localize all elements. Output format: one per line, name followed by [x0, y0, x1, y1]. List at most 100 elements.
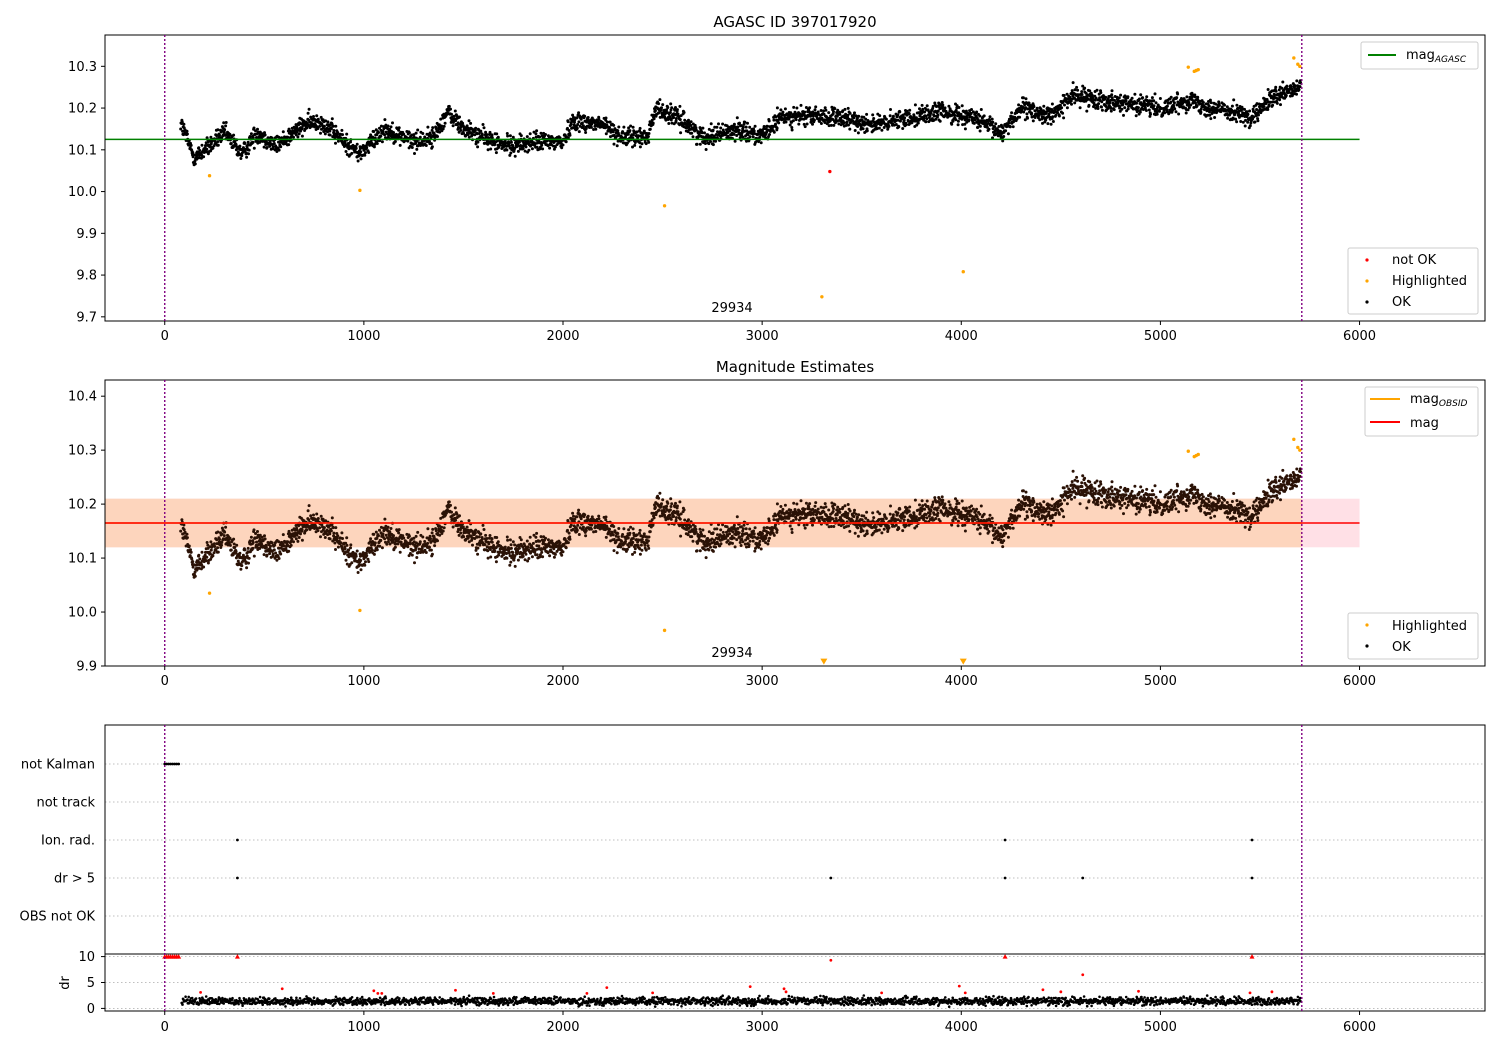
ok-point [816, 110, 820, 114]
ok-point [519, 134, 523, 138]
ok-point [631, 540, 635, 544]
ok-point [1139, 93, 1143, 97]
ok-point [488, 130, 492, 134]
highlighted-point [1186, 65, 1190, 69]
ok-point [471, 543, 474, 547]
ok-point [397, 528, 401, 532]
ok-point [393, 545, 397, 549]
ok-point [220, 543, 223, 547]
ok-point [493, 549, 497, 553]
ok-point [792, 105, 796, 109]
ok-point [367, 151, 371, 154]
ok-point [381, 129, 385, 133]
ok-point [234, 143, 238, 147]
ok-point [297, 132, 301, 136]
ok-point [553, 552, 557, 556]
ok-point [505, 556, 509, 560]
ok-point [255, 136, 258, 139]
ok-point [581, 124, 585, 128]
ok-point [359, 559, 363, 562]
ok-point [1295, 79, 1299, 83]
ok-point [222, 121, 226, 125]
ok-point [1279, 103, 1282, 107]
ok-point [442, 526, 446, 530]
ok-point [576, 123, 580, 126]
ok-point [316, 127, 320, 130]
ok-point [1031, 119, 1035, 123]
ok-point [631, 536, 635, 540]
ok-point [622, 125, 626, 129]
ok-point [843, 107, 847, 111]
ok-point [180, 120, 184, 124]
ok-point [804, 106, 808, 109]
ok-point [678, 104, 682, 108]
ok-point [294, 133, 298, 137]
ok-point [1119, 93, 1123, 97]
ok-point [316, 529, 320, 533]
ok-point [275, 150, 279, 153]
ok-point [1275, 101, 1279, 105]
ok-point [838, 110, 842, 114]
ok-point [222, 534, 226, 538]
ok-point [527, 148, 531, 152]
ok-point [229, 548, 233, 552]
ok-point [608, 126, 611, 129]
ok-point [1095, 88, 1099, 92]
ok-point [482, 126, 486, 130]
ok-point [433, 544, 437, 548]
ok-point [364, 560, 367, 564]
ok-point [1273, 93, 1276, 97]
ok-point [1124, 99, 1128, 103]
ok-point [430, 552, 434, 556]
ok-point [274, 551, 278, 555]
ok-point [426, 527, 430, 531]
ok-point [246, 546, 250, 550]
ok-point [728, 129, 732, 133]
ok-point [1056, 111, 1059, 115]
ok-point [612, 123, 616, 127]
ok-point [410, 553, 414, 557]
ok-point [748, 125, 752, 129]
ok-point [539, 535, 543, 539]
ok-point [1032, 105, 1036, 109]
ok-point [616, 129, 620, 133]
ok-point [372, 532, 376, 536]
ok-point [1201, 101, 1205, 104]
ok-point [880, 128, 884, 132]
legend-mag-agasc-sub: AGASC [1434, 55, 1467, 65]
ok-point [484, 130, 488, 134]
ok-point [698, 142, 702, 146]
ok-point [666, 106, 670, 109]
ok-point [197, 146, 201, 150]
ok-point [1071, 81, 1075, 85]
ok-point [1098, 96, 1102, 100]
ok-point [1209, 101, 1213, 105]
ok-point [423, 540, 427, 543]
ok-point [594, 127, 598, 131]
ok-point [1117, 96, 1121, 100]
ok-point [856, 125, 860, 128]
ok-point [721, 122, 725, 126]
ok-point [233, 546, 237, 549]
ok-point [689, 120, 693, 124]
ok-point [192, 153, 196, 157]
ok-point [479, 129, 483, 133]
x-tick-label: 5000 [1144, 329, 1177, 344]
ok-point [312, 115, 315, 118]
ok-point [489, 555, 493, 559]
ok-point [1278, 98, 1282, 102]
ok-point [452, 513, 456, 517]
ok-point [808, 106, 812, 110]
ok-point [901, 127, 905, 130]
ok-point [209, 540, 213, 544]
ok-point [614, 131, 618, 135]
ok-point [907, 112, 911, 116]
ok-point [233, 140, 237, 144]
ok-point [1277, 88, 1281, 92]
ok-point [590, 523, 594, 527]
ok-point [319, 535, 322, 539]
ok-point [1165, 104, 1169, 108]
ok-point [642, 129, 646, 133]
ok-point [271, 145, 275, 149]
ok-point [305, 126, 309, 130]
